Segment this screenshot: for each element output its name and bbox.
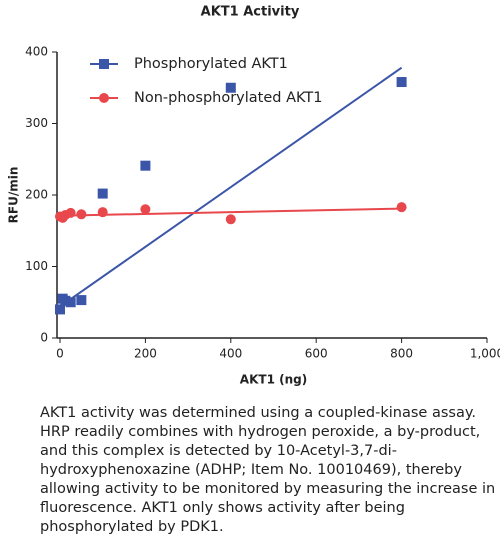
x-tick-label: 200	[134, 347, 157, 361]
legend-label: Phosphorylated AKT1	[134, 56, 288, 72]
legend-label: Non-phosphorylated AKT1	[134, 90, 323, 106]
data-point	[76, 209, 87, 220]
x-tick-label: 0	[56, 347, 64, 361]
y-tick-label: 300	[25, 116, 48, 130]
data-point	[140, 160, 151, 171]
data-point	[396, 77, 407, 88]
y-tick-label: 200	[25, 188, 48, 202]
data-point	[55, 304, 65, 315]
y-tick-label: 0	[40, 331, 48, 345]
y-tick-label: 400	[25, 45, 48, 59]
x-tick-label: 800	[390, 347, 413, 361]
data-point	[60, 295, 71, 306]
data-point	[97, 188, 108, 199]
data-point	[225, 214, 236, 225]
data-point	[225, 82, 236, 93]
data-point	[65, 297, 76, 308]
data-point	[140, 204, 151, 215]
x-tick-label: 400	[219, 347, 242, 361]
legend-marker	[99, 59, 109, 69]
x-axis-label: AKT1 (ng)	[240, 373, 307, 387]
data-point	[65, 207, 76, 218]
data-point	[396, 202, 407, 213]
data-point	[97, 207, 108, 218]
caption: AKT1 activity was determined using a cou…	[40, 405, 496, 535]
legend-marker	[99, 93, 109, 103]
data-point	[76, 295, 87, 306]
x-tick-label: 1,000	[470, 347, 500, 361]
y-tick-label: 100	[25, 259, 48, 273]
fit-line	[59, 207, 402, 217]
y-axis-label: RFU/min	[7, 167, 21, 224]
fit-line	[59, 66, 403, 308]
x-tick-label: 600	[305, 347, 328, 361]
chart: AKT1 Activity AKT1 (ng) RFU/min 0 200 400 6…	[7, 5, 500, 387]
chart-title: AKT1 Activity	[201, 5, 300, 20]
